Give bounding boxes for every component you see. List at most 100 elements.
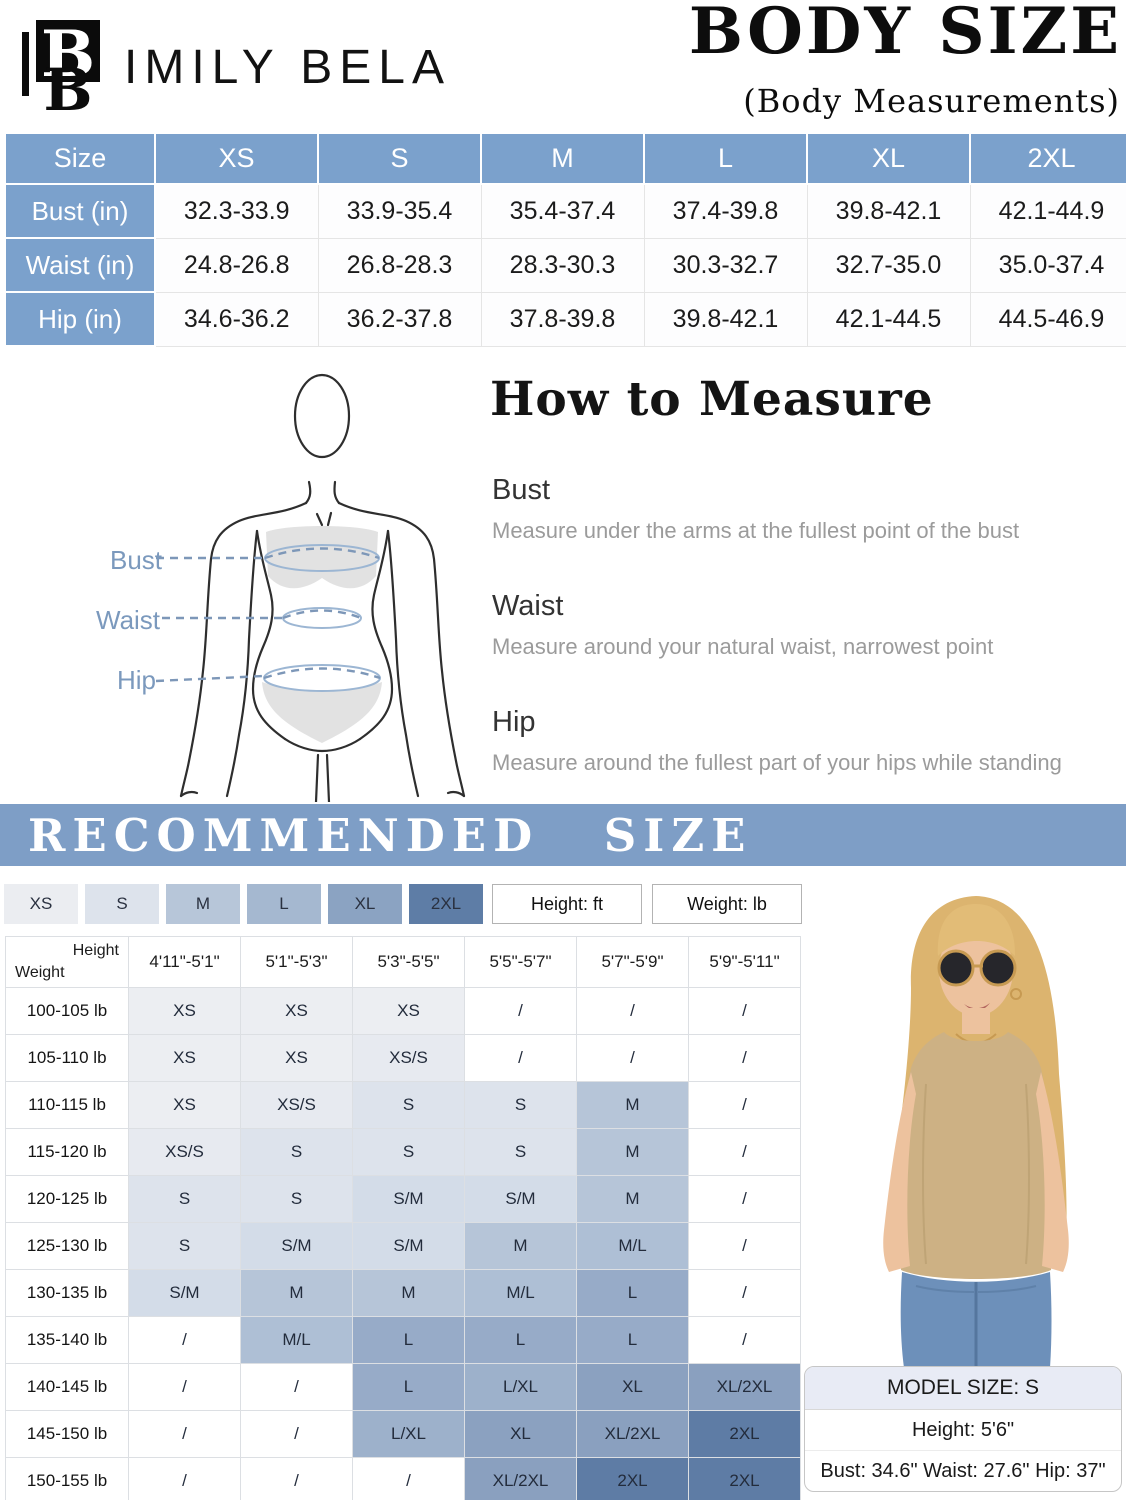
- matrix-cell-empty: /: [688, 1269, 801, 1317]
- recommended-size-banner: RECOMMENDED SIZE: [0, 804, 1126, 866]
- matrix-cell-size: XS: [128, 987, 241, 1035]
- matrix-cell-empty: /: [576, 1034, 689, 1082]
- size-table-cell: 35.0-37.4: [969, 237, 1126, 293]
- matrix-cell-size: XL/2XL: [688, 1363, 801, 1411]
- page-subtitle: (Body Measurements): [743, 82, 1120, 120]
- measurement-figure-area: Bust Waist Hip: [60, 362, 490, 804]
- matrix-corner-weight-label: Weight: [15, 964, 65, 981]
- matrix-cell-size: XS/S: [240, 1081, 353, 1129]
- matrix-cell-empty: /: [464, 1034, 577, 1082]
- matrix-cell-empty: /: [464, 987, 577, 1035]
- matrix-row: 105-110 lb XS XS XS/S / / /: [5, 1034, 801, 1082]
- matrix-cell-size: L: [352, 1363, 465, 1411]
- matrix-cell-empty: /: [128, 1363, 241, 1411]
- matrix-weight-row-label: 105-110 lb: [5, 1034, 129, 1082]
- measure-bust-heading: Bust: [492, 474, 551, 506]
- size-table-cell: 42.1-44.9: [969, 183, 1126, 239]
- matrix-row: 110-115 lb XS XS/S S S M /: [5, 1081, 801, 1129]
- matrix-row: 130-135 lb S/M M M M/L L /: [5, 1269, 801, 1317]
- size-table-cell: 36.2-37.8: [317, 291, 482, 347]
- size-table-cell: 33.9-35.4: [317, 183, 482, 239]
- unit-box-label: Height: ft: [530, 893, 604, 914]
- matrix-weight-row-label: 100-105 lb: [5, 987, 129, 1035]
- matrix-height-col-header: 5'5"-5'7": [464, 936, 577, 988]
- matrix-row: 125-130 lb S S/M S/M M M/L /: [5, 1222, 801, 1270]
- legend-chip-label: 2XL: [430, 894, 462, 913]
- matrix-cell-empty: /: [128, 1410, 241, 1458]
- size-table-cell: 32.7-35.0: [806, 237, 971, 293]
- matrix-weight-row-label: 120-125 lb: [5, 1175, 129, 1223]
- matrix-cell-empty: /: [352, 1457, 465, 1500]
- legend-chip-label: S: [116, 894, 128, 913]
- matrix-row: 135-140 lb / M/L L L L /: [5, 1316, 801, 1364]
- size-table-row-label: Hip (in): [4, 291, 156, 347]
- size-table-col-header: XL: [806, 132, 971, 185]
- matrix-cell-empty: /: [128, 1457, 241, 1500]
- matrix-cell-empty: /: [240, 1410, 353, 1458]
- page-title: BODY SIZE: [688, 0, 1122, 69]
- brand-logo-icon: B B: [22, 18, 100, 114]
- model-height: Height: 5'6": [805, 1410, 1121, 1451]
- unit-box-label: Weight: lb: [687, 893, 767, 914]
- matrix-weight-row-label: 150-155 lb: [5, 1457, 129, 1500]
- matrix-weight-row-label: 145-150 lb: [5, 1410, 129, 1458]
- matrix-cell-empty: /: [688, 1222, 801, 1270]
- size-table-row-label: Bust (in): [4, 183, 156, 239]
- matrix-row: 120-125 lb S S S/M S/M M /: [5, 1175, 801, 1223]
- matrix-weight-row-label: 140-145 lb: [5, 1363, 129, 1411]
- matrix-cell-empty: /: [688, 1316, 801, 1364]
- matrix-cell-size: M: [576, 1128, 689, 1176]
- matrix-row: 100-105 lb XS XS XS / / /: [5, 987, 801, 1035]
- matrix-cell-size: L: [464, 1316, 577, 1364]
- measure-bust-text: Measure under the arms at the fullest po…: [492, 518, 1020, 543]
- matrix-cell-size: S/M: [240, 1222, 353, 1270]
- matrix-height-col-header: 5'9"-5'11": [688, 936, 801, 988]
- matrix-cell-size: L/XL: [464, 1363, 577, 1411]
- size-table-col-header: M: [480, 132, 645, 185]
- matrix-corner-cell: Height Weight: [5, 936, 129, 988]
- matrix-cell-size: XL/2XL: [464, 1457, 577, 1500]
- measure-hip-heading: Hip: [492, 706, 536, 738]
- weight-unit-box: Weight: lb: [652, 884, 802, 924]
- matrix-height-col-header: 5'1"-5'3": [240, 936, 353, 988]
- diagram-label-bust: Bust: [110, 545, 163, 575]
- matrix-cell-empty: /: [688, 1175, 801, 1223]
- matrix-cell-size: XS: [128, 1081, 241, 1129]
- size-table-col-header: L: [643, 132, 808, 185]
- matrix-cell-size: S: [352, 1081, 465, 1129]
- model-photo: [883, 896, 1069, 1368]
- size-table-cell: 32.3-33.9: [154, 183, 319, 239]
- size-table-cell: 37.4-39.8: [643, 183, 808, 239]
- size-legend: XS S M L XL 2XL Height: ft Weight: lb: [4, 884, 802, 924]
- matrix-cell-size: S: [128, 1175, 241, 1223]
- matrix-cell-size: 2XL: [688, 1457, 801, 1500]
- matrix-cell-size: S: [128, 1222, 241, 1270]
- matrix-cell-size: XL: [576, 1363, 689, 1411]
- legend-chip-l: L: [247, 884, 321, 924]
- matrix-cell-size: L/XL: [352, 1410, 465, 1458]
- matrix-cell-size: S/M: [352, 1175, 465, 1223]
- matrix-cell-size: M/L: [576, 1222, 689, 1270]
- matrix-cell-empty: /: [128, 1316, 241, 1364]
- size-table-cell: 42.1-44.5: [806, 291, 971, 347]
- matrix-cell-size: 2XL: [688, 1410, 801, 1458]
- matrix-cell-size: 2XL: [576, 1457, 689, 1500]
- matrix-cell-size: M/L: [464, 1269, 577, 1317]
- legend-chip-s: S: [85, 884, 159, 924]
- matrix-cell-empty: /: [688, 987, 801, 1035]
- matrix-cell-size: XS/S: [128, 1128, 241, 1176]
- matrix-weight-row-label: 125-130 lb: [5, 1222, 129, 1270]
- measure-waist-heading: Waist: [492, 590, 564, 622]
- size-table-col-header: 2XL: [969, 132, 1126, 185]
- legend-chip-label: L: [279, 894, 289, 913]
- how-to-measure-title: How to Measure: [490, 372, 934, 427]
- matrix-cell-size: XS: [240, 1034, 353, 1082]
- matrix-weight-row-label: 130-135 lb: [5, 1269, 129, 1317]
- brand-name: IMILY BELA: [124, 41, 452, 94]
- matrix-cell-size: M: [464, 1222, 577, 1270]
- size-table-cell: 39.8-42.1: [806, 183, 971, 239]
- matrix-cell-empty: /: [576, 987, 689, 1035]
- size-table-cell: 39.8-42.1: [643, 291, 808, 347]
- size-table-cell: 24.8-26.8: [154, 237, 319, 293]
